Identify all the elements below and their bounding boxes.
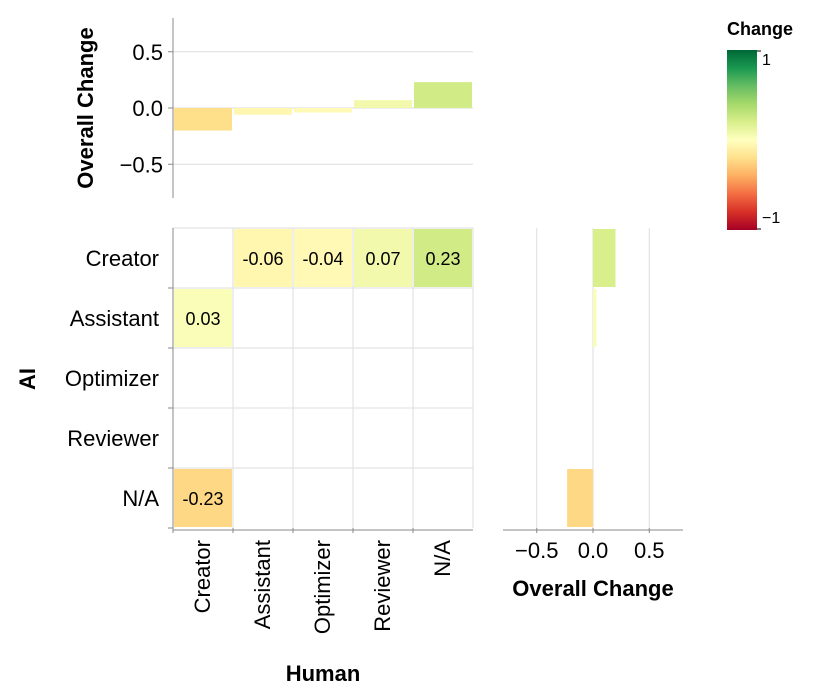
top-bar-optimizer bbox=[294, 108, 352, 113]
heatmap-x-tick-label: Creator bbox=[190, 540, 215, 613]
heatmap-y-tick-label: Creator bbox=[86, 246, 159, 271]
heatmap-cell-label: -0.04 bbox=[302, 249, 343, 269]
heatmap-cell-label: 0.03 bbox=[185, 309, 220, 329]
top-marginal-chart: 0.5 0.0 −0.5 Overall Change bbox=[73, 18, 473, 198]
heatmap-cell bbox=[294, 229, 352, 287]
top-bar-creator bbox=[174, 108, 232, 131]
right-marginal-chart: −0.5 0.0 0.5 Overall Change bbox=[503, 228, 683, 601]
legend-gradient bbox=[727, 50, 757, 230]
heatmap-x-tick-label: Optimizer bbox=[310, 540, 335, 634]
top-y-tick-label: 0.0 bbox=[132, 96, 163, 121]
heatmap-cell-label: 0.23 bbox=[425, 249, 460, 269]
heatmap-y-tick-label: N/A bbox=[122, 486, 159, 511]
color-legend: Change 1 −1 bbox=[727, 19, 793, 230]
legend-min-label: −1 bbox=[762, 210, 780, 227]
heatmap: -0.06 -0.04 0.07 0.23 0.03 -0.23 Creator Assis… bbox=[15, 227, 474, 686]
top-bar-na bbox=[414, 82, 472, 108]
heatmap-y-tick-label: Optimizer bbox=[65, 366, 159, 391]
heatmap-cell-label: -0.23 bbox=[182, 489, 223, 509]
right-bar-creator bbox=[593, 229, 616, 287]
heatmap-cell bbox=[234, 229, 292, 287]
right-bar-assistant bbox=[593, 289, 597, 347]
top-bar-reviewer bbox=[354, 100, 412, 108]
y-axis-title: AI bbox=[15, 368, 40, 390]
heatmap-y-tick-label: Reviewer bbox=[67, 426, 159, 451]
legend-title: Change bbox=[727, 19, 793, 39]
legend-max-label: 1 bbox=[762, 52, 771, 69]
heatmap-cell bbox=[174, 469, 232, 527]
right-x-tick-label: −0.5 bbox=[515, 538, 558, 563]
top-y-tick-label: −0.5 bbox=[120, 152, 163, 177]
right-x-tick-label: 0.0 bbox=[578, 538, 609, 563]
top-y-axis-title: Overall Change bbox=[73, 27, 98, 188]
right-x-axis-title: Overall Change bbox=[512, 576, 673, 601]
heatmap-cell-label: -0.06 bbox=[242, 249, 283, 269]
heatmap-x-tick-label: N/A bbox=[430, 540, 455, 577]
heatmap-cell bbox=[354, 229, 412, 287]
heatmap-x-tick-label: Assistant bbox=[250, 540, 275, 629]
heatmap-x-tick-label: Reviewer bbox=[370, 540, 395, 632]
top-y-tick-label: 0.5 bbox=[132, 40, 163, 65]
x-axis-title: Human bbox=[286, 661, 361, 686]
heatmap-y-tick-label: Assistant bbox=[70, 306, 159, 331]
heatmap-cell bbox=[414, 229, 472, 287]
top-bar-assistant bbox=[234, 108, 292, 115]
right-bar-na bbox=[567, 469, 593, 527]
heatmap-cell-label: 0.07 bbox=[365, 249, 400, 269]
heatmap-cell bbox=[174, 289, 232, 347]
right-x-tick-label: 0.5 bbox=[634, 538, 665, 563]
